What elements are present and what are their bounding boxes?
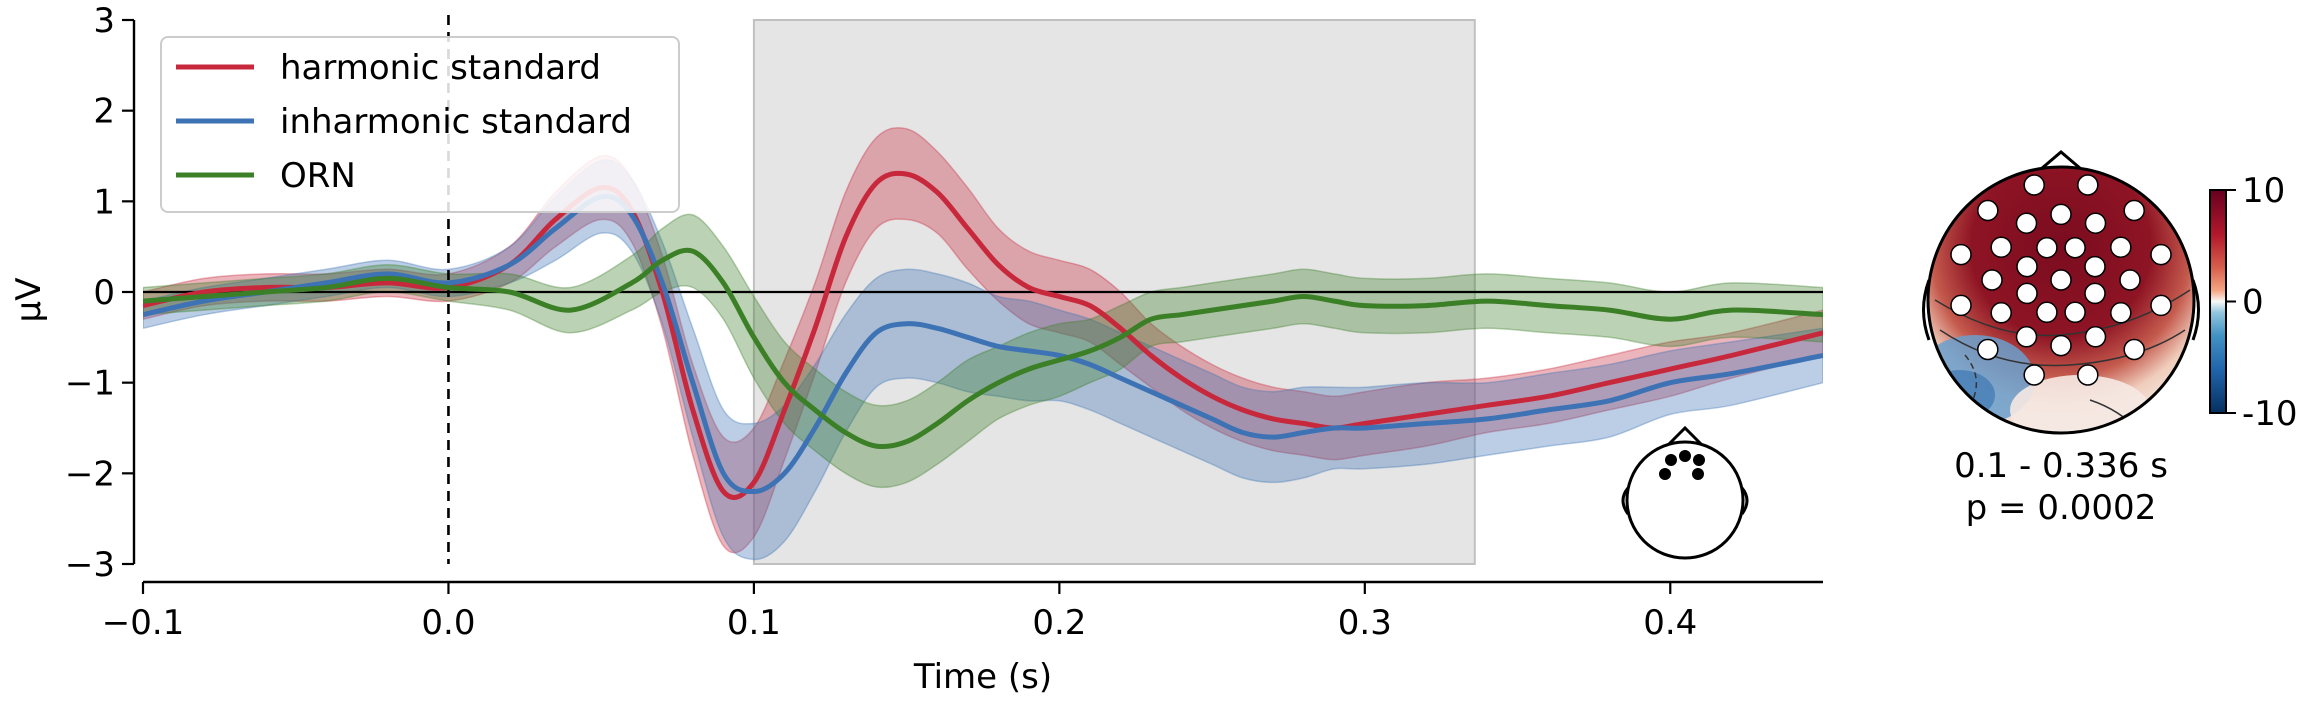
sensor-marker <box>2077 364 2099 386</box>
sensor-layout-head <box>1621 425 1749 560</box>
sensor-marker <box>1990 236 2012 258</box>
sensor-marker <box>2023 364 2045 386</box>
x-tick-label: 0.3 <box>1338 603 1392 643</box>
sensor-marker <box>2015 212 2038 234</box>
sensor-marker <box>1981 269 2003 291</box>
sensor-marker <box>2110 236 2132 258</box>
nose-icon <box>1667 425 1703 446</box>
x-axis-title: Time (s) <box>913 657 1052 697</box>
x-tick-label: 0.4 <box>1643 603 1697 643</box>
legend-label-orn: ORN <box>280 156 356 196</box>
sensor-marker <box>2084 212 2107 234</box>
colorbar-gradient <box>2209 189 2227 414</box>
y-tick-label: 1 <box>93 182 115 222</box>
y-ticks: 3 2 1 0 −1 −2 −3 <box>65 1 134 585</box>
topomap-left-ear-icon <box>1922 279 1931 341</box>
sensor-dot <box>1692 468 1704 480</box>
y-tick-label: −2 <box>65 454 115 494</box>
sensor-marker <box>2084 255 2106 278</box>
sensor-marker <box>1990 302 2012 324</box>
x-tick-label: −0.1 <box>102 603 185 643</box>
sensor-marker <box>2036 301 2058 324</box>
sensor-marker <box>2150 294 2172 317</box>
sensor-marker <box>2050 269 2072 291</box>
right-ear-icon <box>1740 487 1749 515</box>
colorbar-ticks: 10 0 -10 <box>2226 171 2298 434</box>
sensor-marker <box>2077 174 2099 196</box>
topomap-time-window: 0.1 - 0.336 s <box>1954 446 2168 486</box>
colorbar: 10 0 -10 <box>2209 171 2298 434</box>
sensor-marker <box>1950 294 1972 317</box>
x-ticks: −0.1 0.0 0.1 0.2 0.3 0.4 <box>102 582 1697 643</box>
sensor-marker <box>2016 255 2038 278</box>
x-tick-label: 0.2 <box>1032 603 1086 643</box>
sensor-dot <box>1679 450 1691 462</box>
legend-label-inharmonic: inharmonic standard <box>280 102 632 142</box>
topomap-right-ear-icon <box>2191 279 2200 341</box>
sensor-marker <box>2064 236 2086 259</box>
sensor-marker <box>2064 301 2086 324</box>
colorbar-tick-label: 0 <box>2242 283 2264 323</box>
y-tick-label: 3 <box>93 1 115 41</box>
topomap-negative-core <box>1928 370 1995 420</box>
y-tick-label: −1 <box>65 364 115 404</box>
legend-box <box>160 36 680 213</box>
sensor-dot <box>1693 454 1705 466</box>
sensor-dot <box>1659 468 1671 480</box>
legend-label-harmonic: harmonic standard <box>280 48 601 88</box>
legend: harmonic standard inharmonic standard OR… <box>160 36 680 213</box>
topomap-neutral-region <box>2010 375 2150 433</box>
series-lines <box>143 170 1823 501</box>
y-tick-label: −3 <box>65 545 115 585</box>
topomap-head-outline <box>1926 165 2196 435</box>
sensor-dot <box>1665 454 1677 466</box>
sensor-marker <box>2050 334 2072 357</box>
x-tick-label: 0.0 <box>421 603 475 643</box>
significant-sensors <box>1950 174 2172 386</box>
topomap: 0.1 - 0.336 s p = 0.0002 <box>1922 150 2200 528</box>
sensor-marker <box>2110 302 2132 324</box>
sensor-marker <box>2016 282 2038 305</box>
ci-band-1 <box>143 159 1823 561</box>
sensor-marker <box>2023 174 2045 196</box>
sensor-marker <box>1977 199 1999 222</box>
colorbar-tick-label: 10 <box>2242 171 2285 211</box>
sensor-marker <box>2084 326 2107 348</box>
y-axis-title: µV <box>9 278 49 323</box>
head-outline <box>1625 440 1745 560</box>
series-line-0 <box>143 170 1823 501</box>
colorbar-tick-label: -10 <box>2242 394 2298 434</box>
sensor-marker <box>1977 338 1999 361</box>
y-tick-label: 0 <box>93 273 115 313</box>
x-tick-label: 0.1 <box>727 603 781 643</box>
series-line-2 <box>143 247 1823 450</box>
left-ear-icon <box>1621 487 1630 515</box>
sensor-marker <box>2150 243 2172 266</box>
sensor-marker <box>2050 203 2072 226</box>
sensor-marker <box>2123 338 2145 361</box>
sensor-marker <box>2084 282 2106 305</box>
sensor-marker <box>2015 326 2038 348</box>
y-tick-label: 2 <box>93 92 115 132</box>
sensor-marker <box>2123 199 2145 222</box>
sensor-marker <box>1950 243 1972 266</box>
series-line-1 <box>143 193 1823 494</box>
sensor-marker <box>2036 236 2058 259</box>
sensor-marker <box>2119 269 2141 291</box>
topomap-p-value: p = 0.0002 <box>1966 488 2157 528</box>
topomap-nose-icon <box>2040 150 2082 171</box>
